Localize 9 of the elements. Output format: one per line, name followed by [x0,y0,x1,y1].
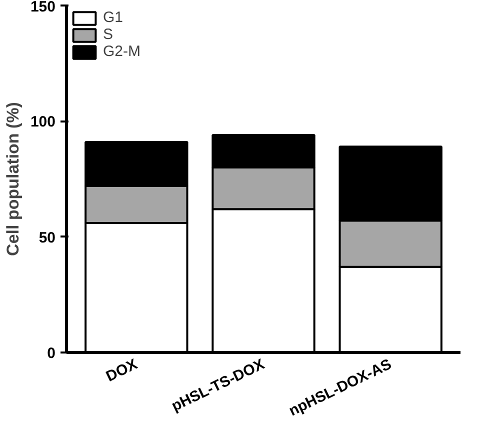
x-tick-label: DOX [103,356,140,386]
y-tick-label: 150 [30,0,56,16]
y-tick-label: 0 [47,345,56,362]
y-tick-label: 50 [38,229,56,246]
legend-label: G2-M [103,43,140,60]
y-axis-title: Cell population (%) [3,102,22,256]
legend-label: S [103,26,114,43]
legend-label: G1 [103,9,124,26]
y-tick-label: 100 [30,114,56,131]
